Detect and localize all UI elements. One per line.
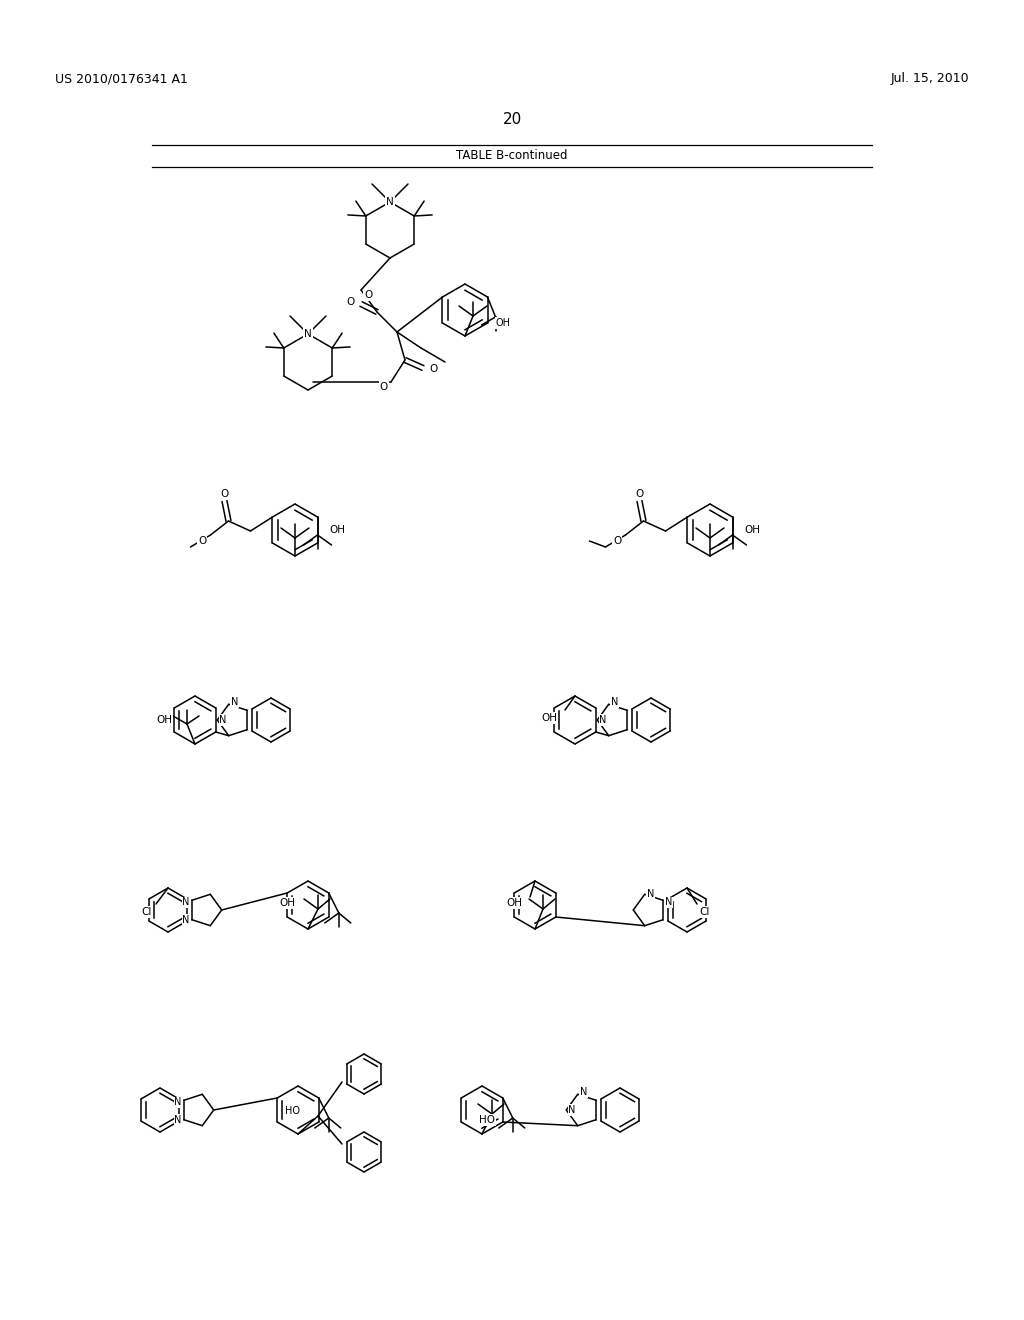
Text: O: O <box>635 488 644 499</box>
Text: O: O <box>220 488 228 499</box>
Text: OH: OH <box>329 525 345 535</box>
Text: O: O <box>364 290 373 300</box>
Text: N: N <box>182 915 189 925</box>
Text: Cl: Cl <box>699 907 710 917</box>
Text: US 2010/0176341 A1: US 2010/0176341 A1 <box>55 73 187 84</box>
Text: Jul. 15, 2010: Jul. 15, 2010 <box>891 73 969 84</box>
Text: N: N <box>568 1105 575 1115</box>
Text: HO: HO <box>285 1106 300 1115</box>
Text: OH: OH <box>506 898 522 908</box>
Text: O: O <box>199 536 207 546</box>
Text: Cl: Cl <box>141 907 152 917</box>
Text: N: N <box>599 715 606 725</box>
Text: O: O <box>380 381 388 392</box>
Text: OH: OH <box>542 713 557 723</box>
Text: OH: OH <box>744 525 760 535</box>
Text: N: N <box>647 890 654 899</box>
Text: O: O <box>613 536 622 546</box>
Text: N: N <box>386 197 394 207</box>
Text: HO: HO <box>479 1115 495 1125</box>
Text: OH: OH <box>280 898 295 908</box>
Text: O: O <box>429 364 437 374</box>
Text: N: N <box>182 898 189 907</box>
Text: OH: OH <box>157 715 172 725</box>
Text: TABLE B-continued: TABLE B-continued <box>457 149 567 162</box>
Text: N: N <box>230 697 238 708</box>
Text: N: N <box>219 715 226 725</box>
Text: O: O <box>347 297 355 308</box>
Text: N: N <box>610 697 618 708</box>
Text: N: N <box>174 1097 182 1107</box>
Text: N: N <box>304 329 312 339</box>
Text: N: N <box>580 1088 587 1097</box>
Text: N: N <box>174 1114 182 1125</box>
Text: 20: 20 <box>503 112 521 127</box>
Text: OH: OH <box>496 318 511 327</box>
Text: N: N <box>666 898 673 907</box>
